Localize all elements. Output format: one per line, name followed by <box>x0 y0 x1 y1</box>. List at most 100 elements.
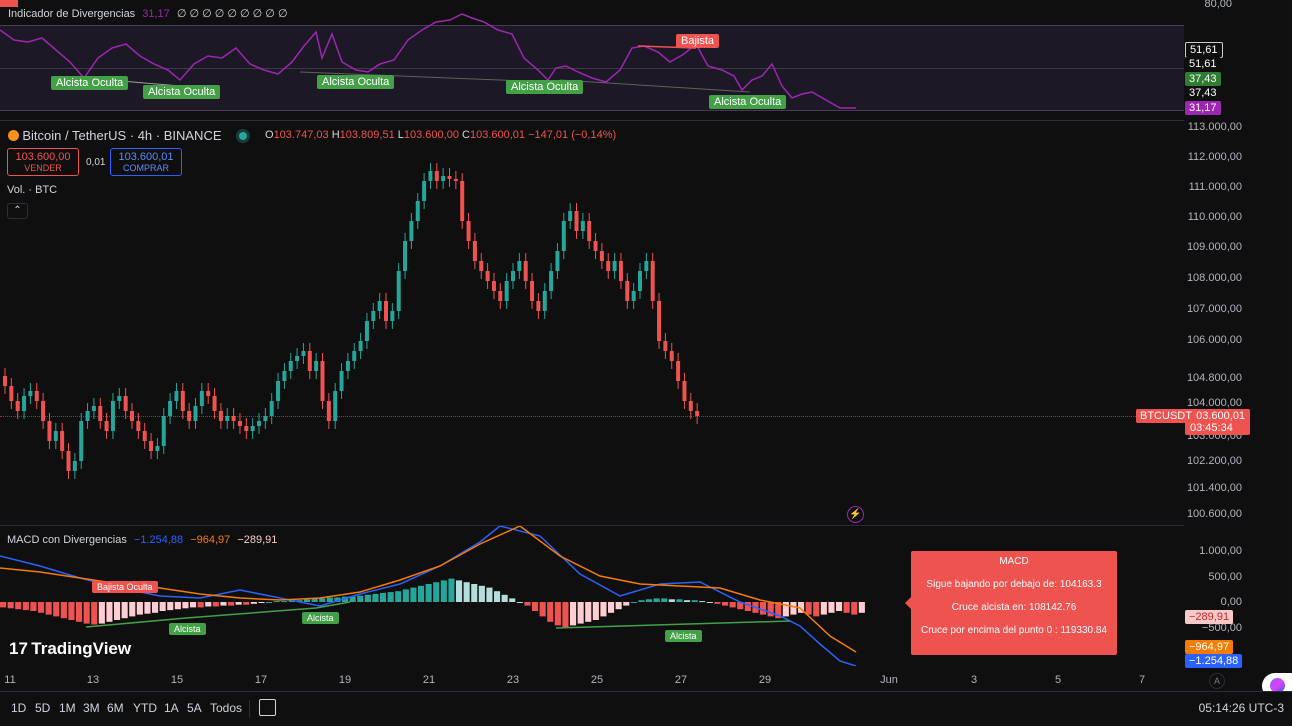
range-6m[interactable]: 6M <box>107 701 124 715</box>
macd-histogram-bar <box>684 600 691 602</box>
candle-body <box>568 211 573 221</box>
buy-button[interactable]: 103.600,01 COMPRAR <box>110 148 182 176</box>
bottom-toolbar: 1D 5D 1M 3M 6M YTD 1A 5A Todos 05:14:26 … <box>0 691 1292 726</box>
candle-body <box>3 376 7 386</box>
candle-body <box>396 271 401 311</box>
date-tick: 11 <box>4 674 16 686</box>
clock[interactable]: 05:14:26 UTC-3 <box>1198 701 1284 715</box>
candle-body <box>580 221 585 231</box>
candle-body <box>384 301 388 321</box>
pane-separator[interactable] <box>0 120 1292 121</box>
rsi-div-line <box>559 79 751 93</box>
high-value: 103.809,51 <box>339 129 395 141</box>
candle-body <box>288 361 293 371</box>
symbol-header[interactable]: Bitcoin / TetherUS · 4h · BINANCE <box>8 128 247 143</box>
lightning-icon[interactable]: ⚡ <box>847 506 864 523</box>
rsi-label-alcista-oculta: Alcista Oculta <box>709 95 787 109</box>
price-tick: 106.000,00 <box>1186 334 1242 346</box>
rsi-badge: 31,17 <box>1185 101 1221 115</box>
candle-body <box>644 261 649 271</box>
macd-histogram-bar <box>699 601 706 603</box>
macd-label-alcista: Alcista <box>665 630 702 642</box>
range-5d[interactable]: 5D <box>35 701 51 715</box>
price-tick: 100.600,00 <box>1186 508 1242 520</box>
rsi-badge: 51,61 <box>1185 42 1223 58</box>
macd-histogram-bar <box>76 602 83 622</box>
range-5a[interactable]: 5A <box>187 701 202 715</box>
macd-histogram-bar <box>478 585 485 602</box>
macd-histogram-bar <box>516 602 523 603</box>
candle-body <box>231 416 236 421</box>
macd-histogram-bar <box>501 594 508 602</box>
symbol-name: Bitcoin / TetherUS · 4h · BINANCE <box>22 128 222 143</box>
candle-body <box>618 261 623 281</box>
collapse-button[interactable]: ⌃ <box>7 203 28 219</box>
candle-body <box>72 461 77 471</box>
candle-body <box>104 421 109 431</box>
macd-tick: 500,00 <box>1208 571 1242 583</box>
date-tick: 23 <box>506 674 520 686</box>
date-tick: 7 <box>1138 674 1146 686</box>
candle-body <box>345 361 350 371</box>
tradingview-logo[interactable]: 17 TradingView <box>9 639 131 659</box>
macd-histogram-bar <box>828 602 835 613</box>
price-tick: 108.000,00 <box>1186 272 1242 284</box>
price-panel[interactable]: Bitcoin / TetherUS · 4h · BINANCE O103.7… <box>0 121 1184 525</box>
range-todos[interactable]: Todos <box>210 701 243 715</box>
macd-histogram-bar <box>0 602 7 608</box>
candle-body <box>174 391 179 401</box>
rsi-logo-tab <box>0 0 18 7</box>
countdown: 03:45:34 <box>1190 422 1233 434</box>
pane-separator[interactable] <box>0 525 1292 526</box>
date-tick: 21 <box>422 674 436 686</box>
macd-histogram-bar <box>782 602 789 617</box>
macd-histogram-bar <box>152 602 159 613</box>
macd-signal-badge: −964,97 <box>1185 640 1234 654</box>
macd-histogram-bar <box>281 601 288 603</box>
macd-histogram-bar <box>342 596 349 602</box>
rsi-label-bajista: Bajista <box>676 34 720 48</box>
buy-price: 103.600,01 <box>118 151 174 163</box>
price-tick: 111.000,00 <box>1188 181 1242 193</box>
candle-body <box>142 431 147 441</box>
range-3m[interactable]: 3M <box>83 701 100 715</box>
macd-histogram-bar <box>570 602 577 626</box>
price-axis[interactable]: 80,00 51,61 51,61 37,43 37,43 31,17 113.… <box>1184 0 1292 690</box>
close-value: 103.600,01 <box>469 129 526 141</box>
candle-body <box>638 271 642 291</box>
macd-histogram-bar <box>820 602 827 615</box>
range-1m[interactable]: 1M <box>59 701 76 715</box>
macd-histogram-bar <box>615 602 622 610</box>
macd-histogram-bar <box>357 595 364 602</box>
macd-panel[interactable]: MACD con Divergencias −1.254,88 −964,97 … <box>0 526 1184 666</box>
candle-body <box>453 179 458 181</box>
candle-body <box>415 201 420 221</box>
sell-button[interactable]: 103.600,00 VENDER <box>7 148 79 176</box>
range-ytd[interactable]: YTD <box>133 701 157 715</box>
price-tick: 107.000,00 <box>1186 303 1242 315</box>
candle-body <box>472 241 477 261</box>
candle-body <box>320 361 325 401</box>
range-1a[interactable]: 1A <box>164 701 179 715</box>
range-1d[interactable]: 1D <box>11 701 27 715</box>
candle-body <box>593 241 598 251</box>
candle-body <box>149 441 154 451</box>
price-tick: 112.000,00 <box>1187 151 1242 163</box>
candle-body <box>282 371 287 381</box>
macd-title: MACD con Divergencias <box>7 534 127 546</box>
volume-label: Vol. · BTC <box>7 184 58 196</box>
macd-histogram-bar <box>167 602 174 611</box>
date-range-icon[interactable] <box>259 699 276 716</box>
macd-histogram-bar <box>790 602 797 615</box>
candle-body <box>123 396 128 411</box>
macd-histogram-bar <box>448 578 455 602</box>
macd-histogram-bar <box>243 602 250 605</box>
price-tick: 113.000,00 <box>1187 121 1242 133</box>
rsi-badge: 37,43 <box>1185 86 1221 100</box>
macd-histogram-bar <box>661 598 668 602</box>
macd-histogram-bar <box>577 602 584 624</box>
auto-scale-button[interactable]: A <box>1209 673 1225 689</box>
candle-body <box>479 261 484 271</box>
candle-body <box>199 391 204 406</box>
macd-histogram-bar <box>646 599 653 602</box>
